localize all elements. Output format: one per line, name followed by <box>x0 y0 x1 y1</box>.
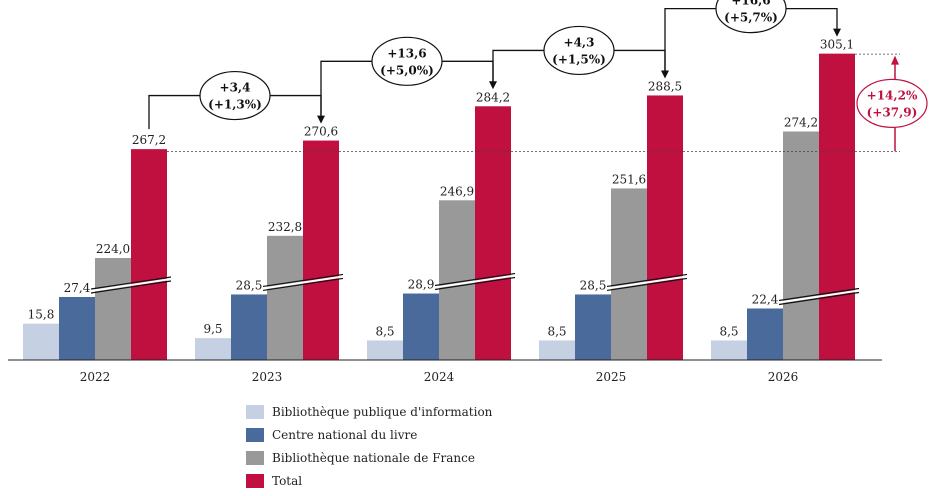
value-label-bpi-2026: 8,5 <box>719 324 738 338</box>
value-label-total-2022: 267,2 <box>132 133 166 147</box>
overall-change-value: (+37,9) <box>867 105 918 119</box>
bar-cnl-2022 <box>59 296 95 360</box>
bar-cnl-2023 <box>231 294 267 360</box>
change-bubble-value-2023: +3,4 <box>220 81 251 95</box>
axis-break-gap-2026 <box>779 289 859 304</box>
axis-break-line-2025 <box>606 277 688 292</box>
axis-break-line-2022 <box>90 280 172 294</box>
legend-item-total: Total <box>246 469 492 492</box>
axis-break-line-2024 <box>434 276 516 291</box>
value-label-bpi-2025: 8,5 <box>547 324 566 338</box>
bar-bpi-2024 <box>367 340 403 360</box>
x-tick-2024: 2024 <box>424 370 455 384</box>
legend-swatch-bpi <box>246 404 264 419</box>
bar-total-2023 <box>303 140 339 360</box>
change-bubble-percent-2024: (+5,0%) <box>380 63 434 77</box>
bar-bpi-2022 <box>23 323 59 360</box>
axis-break-line-2026 <box>778 287 860 302</box>
axis-break-gap-2024 <box>435 274 515 289</box>
change-bubble-2025 <box>543 25 615 76</box>
change-bubble-percent-2025: (+1,5%) <box>552 52 606 66</box>
overall-change-arrow-head <box>891 55 899 65</box>
axis-break-line-2026 <box>778 291 860 306</box>
value-label-bnf-2026: 274,2 <box>784 115 818 129</box>
bar-bnf-2025 <box>611 188 647 360</box>
legend-label-total: Total <box>272 473 303 488</box>
change-bubble-percent-2026: (+5,7%) <box>724 11 778 25</box>
x-tick-2025: 2025 <box>596 370 627 384</box>
x-tick-2022: 2022 <box>80 370 111 384</box>
legend-label-bnf: Bibliothèque nationale de France <box>272 450 475 465</box>
bar-cnl-2024 <box>403 293 439 360</box>
legend-swatch-total <box>246 473 264 488</box>
value-label-cnl-2023: 28,5 <box>236 278 263 292</box>
change-bubble-2024 <box>371 36 443 86</box>
bar-total-2025 <box>647 95 683 361</box>
axis-break-gap-2025 <box>607 275 687 290</box>
bar-bnf-2023 <box>267 235 303 360</box>
legend-item-cnl: Centre national du livre <box>246 423 492 446</box>
value-label-cnl-2026: 22,4 <box>752 292 779 306</box>
value-label-bnf-2025: 251,6 <box>612 172 646 186</box>
axis-break-line-2025 <box>606 273 688 288</box>
legend: Bibliothèque publique d'information Cent… <box>246 400 492 492</box>
bar-total-2024 <box>475 106 511 361</box>
value-label-total-2026: 305,1 <box>820 38 854 52</box>
legend-label-bpi: Bibliothèque publique d'information <box>272 404 493 419</box>
change-bubble-value-2024: +13,6 <box>387 46 426 60</box>
legend-item-bpi: Bibliothèque publique d'information <box>246 400 492 423</box>
value-label-total-2024: 284,2 <box>476 90 510 104</box>
bar-bpi-2023 <box>195 338 231 360</box>
axis-break-gap-2023 <box>263 275 343 290</box>
change-bubble-2026 <box>715 0 787 34</box>
x-tick-2026: 2026 <box>768 370 799 384</box>
value-label-cnl-2024: 28,9 <box>408 278 435 292</box>
change-bubble-value-2025: +4,3 <box>564 35 595 49</box>
value-label-bnf-2024: 246,9 <box>440 184 474 198</box>
value-label-total-2025: 288,5 <box>648 79 682 93</box>
bar-total-2022 <box>131 149 167 360</box>
change-bubble-value-2026: +16,6 <box>731 0 770 8</box>
overall-change-percent: +14,2% <box>867 88 918 102</box>
bar-bnf-2022 <box>95 258 131 360</box>
change-bubble-2023 <box>199 70 271 121</box>
bar-bnf-2026 <box>783 131 819 360</box>
change-arrow-2025-2026-head <box>833 28 841 37</box>
legend-item-bnf: Bibliothèque nationale de France <box>246 446 492 469</box>
value-label-total-2023: 270,6 <box>304 125 338 139</box>
change-bubble-percent-2023: (+1,3%) <box>208 98 262 112</box>
bar-bpi-2026 <box>711 340 747 360</box>
axis-break-gap-2022 <box>91 277 171 292</box>
x-tick-2023: 2023 <box>252 370 283 384</box>
value-label-bnf-2023: 232,8 <box>268 220 302 234</box>
value-label-cnl-2022: 27,4 <box>64 281 91 295</box>
chart-canvas: 15,8 27,4 224,0 267,2 2022 9,5 28,5 232,8 270,6 2… <box>8 0 928 384</box>
legend-swatch-bnf <box>246 450 264 465</box>
value-label-bpi-2022: 15,8 <box>28 308 55 322</box>
overall-change-bubble <box>856 78 928 128</box>
bar-cnl-2025 <box>575 294 611 360</box>
value-label-bpi-2023: 9,5 <box>203 322 222 336</box>
legend-label-cnl: Centre national du livre <box>272 427 418 442</box>
bar-bpi-2025 <box>539 340 575 360</box>
axis-break-line-2023 <box>262 277 344 292</box>
value-label-bpi-2024: 8,5 <box>375 324 394 338</box>
axis-break-line-2023 <box>262 273 344 288</box>
value-label-bnf-2022: 224,0 <box>96 242 130 256</box>
legend-swatch-cnl <box>246 427 264 442</box>
axis-break-line-2024 <box>434 272 516 287</box>
axis-break-line-2022 <box>90 276 172 290</box>
bar-total-2026 <box>819 53 855 361</box>
value-label-cnl-2025: 28,5 <box>580 278 607 292</box>
bar-cnl-2026 <box>747 308 783 360</box>
